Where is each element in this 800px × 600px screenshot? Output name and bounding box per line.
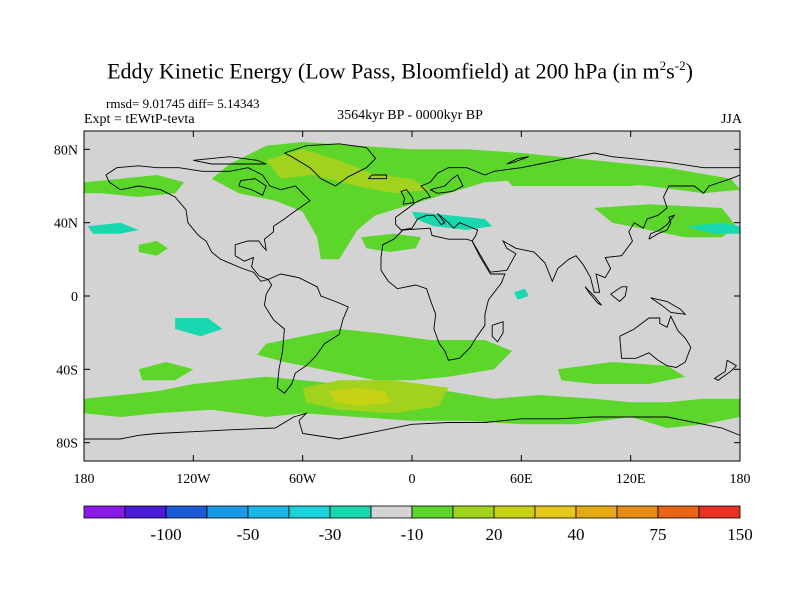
coastline-new-zealand (713, 359, 738, 381)
lat-label: 80S (56, 437, 78, 452)
coastline-greenland (284, 143, 377, 187)
colorbar-label: -10 (401, 525, 424, 544)
coastline-australia (619, 315, 692, 368)
lat-label: 40S (56, 363, 78, 378)
experiment-label: Expt = tEWtP-tevta (84, 112, 195, 127)
coastline-iceland (367, 174, 387, 180)
region-n-atlantic-core (266, 149, 431, 194)
colorbar-box (534, 505, 577, 519)
colorbar-box (329, 505, 372, 519)
lon-label: 60E (510, 472, 533, 487)
map-title-sup2: -2 (674, 58, 686, 73)
coastline-borneo (610, 286, 628, 303)
colorbar-box (247, 505, 290, 519)
coastline-great-britain (400, 189, 415, 205)
colorbar-box (698, 505, 741, 519)
coastline-africa (380, 227, 506, 361)
map-title-main: Eddy Kinetic Energy (Low Pass, Bloomfiel… (107, 58, 660, 84)
map-title-mid: s (666, 58, 675, 84)
region-tropical-pacific-negative (175, 318, 223, 337)
map-title-sup1: 2 (659, 58, 667, 73)
colorbar-label: -30 (319, 525, 342, 544)
colorbar-box (165, 505, 208, 519)
colorbar-label: -100 (150, 525, 181, 544)
lon-label: 0 (409, 472, 416, 487)
coastline-hudson-bay (238, 178, 267, 196)
colorbar-box (575, 505, 618, 519)
stats-text: rmsd= 9.01745 diff= 5.14343 (106, 96, 260, 111)
region-pacific-negative-2 (685, 222, 740, 234)
region-south-pacific-patch (138, 362, 194, 381)
colorbar-label: 150 (727, 525, 753, 544)
coastline-eurasia (395, 152, 740, 293)
colorbar-box (206, 505, 249, 519)
map-title: Eddy Kinetic Energy (Low Pass, Bloomfiel… (0, 58, 800, 84)
colorbar-box (411, 505, 454, 519)
colorbar-box (124, 505, 167, 519)
period-label: 3564kyr BP - 0000kyr BP (337, 108, 483, 123)
colorbar: -100 -50 -30 -10 20 40 75 150 (83, 505, 753, 544)
coastline-japan (648, 214, 676, 240)
region-south-atlantic-subtropic (257, 329, 513, 381)
coastline-antarctica (84, 412, 740, 440)
region-north-africa-patch (361, 233, 422, 252)
colorbar-label: 20 (486, 525, 503, 544)
colorbar-box (493, 505, 536, 519)
lat-label: 40N (54, 217, 78, 232)
coastline-arctic-islands (193, 156, 267, 165)
lon-label: 120W (176, 472, 211, 487)
colorbar-label: 75 (650, 525, 667, 544)
coastline-layer (84, 143, 740, 440)
colorbar-box (657, 505, 700, 519)
coastline-scandinavian-sea (430, 174, 464, 194)
region-indian-ocean-patch (557, 362, 686, 384)
colorbar-label: -50 (237, 525, 260, 544)
lon-label: 180 (74, 472, 95, 487)
coastline-north-america (105, 165, 311, 282)
axis-ticks: 80N 40N 0 40S 80S 180 120W 60W 0 60E 120E 180 (54, 131, 751, 487)
lat-label: 80N (54, 143, 78, 158)
region-siberia-band (503, 167, 686, 186)
region-indian-negative (514, 288, 529, 300)
colorbar-box (288, 505, 331, 519)
colorbar-label: 40 (568, 525, 585, 544)
lat-label: 0 (71, 290, 78, 305)
colorbar-box (370, 505, 413, 519)
coastline-madagascar (491, 321, 504, 343)
region-caspian-negative (412, 211, 493, 230)
colorbar-box (616, 505, 659, 519)
lon-label: 120E (616, 472, 646, 487)
coastline-svalbard-novaya (506, 156, 529, 165)
region-s-atlantic-max (330, 387, 391, 406)
season-label: JJA (720, 112, 742, 127)
coastline-new-guinea (650, 297, 687, 315)
map-title-close: ) (685, 58, 693, 84)
lon-label: 60W (289, 472, 317, 487)
region-pacific-negative (87, 222, 139, 234)
contour-fill-layer (84, 142, 740, 428)
region-east-pacific-patch (138, 241, 168, 256)
lon-label: 180 (730, 472, 751, 487)
colorbar-box (452, 505, 495, 519)
coastline-south-america (263, 273, 349, 394)
coastline-sumatra (584, 286, 602, 306)
colorbar-box (83, 505, 126, 519)
